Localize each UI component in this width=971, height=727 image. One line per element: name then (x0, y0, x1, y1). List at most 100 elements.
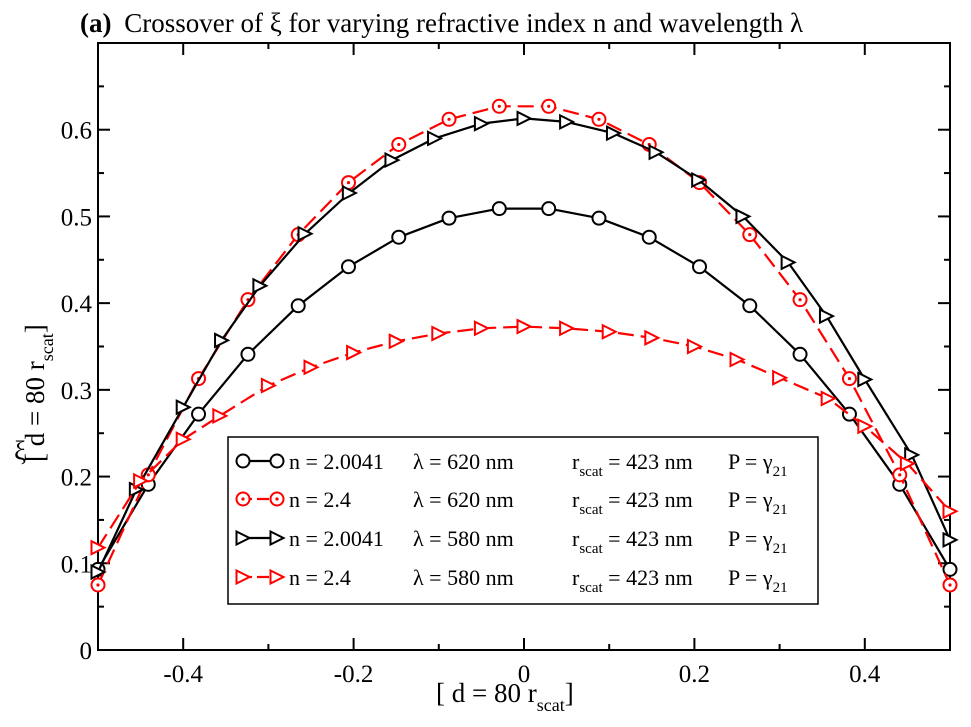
series-3 (90, 110, 959, 581)
legend-p-4: P = γ21 (728, 565, 788, 596)
legend-marker-end-4 (269, 568, 286, 586)
series-1-point-7 (441, 210, 457, 226)
y-axis-label-main: [ d = 80 r (20, 361, 50, 462)
series-4-point-3 (212, 407, 229, 424)
legend-entry-4: n = 2.4 λ = 580 nm rscat = 423 nm P = γ21 (235, 565, 788, 596)
series-3-point-10 (516, 110, 533, 127)
legend-lambda-4: λ = 580 nm (413, 565, 514, 590)
legend: n = 2.0041 λ = 620 nm rscat = 423 nm P = γ2… (227, 436, 819, 605)
legend-p-1: P = γ21 (728, 449, 788, 480)
series-4-point-16 (772, 369, 789, 386)
series-1-point-10 (591, 210, 607, 226)
x-tick-label-2: 0 (518, 661, 531, 688)
y-tick-label-6: 0.6 (61, 118, 92, 145)
series-1-point-12 (692, 259, 708, 275)
series-4-point-4 (260, 377, 278, 394)
series-3-point-5 (297, 225, 314, 242)
legend-marker-end-3 (269, 529, 286, 547)
y-axis-label: [ d = 80 rscat] (20, 324, 57, 462)
series-1-point-5 (340, 259, 356, 275)
y-tick-labels: 0 0.1 0.2 0.3 0.4 0.5 0.6 (61, 118, 93, 665)
series-1-point-3 (240, 346, 256, 362)
y-tick-label-1: 0.1 (61, 551, 92, 578)
x-axis-label: [ d = 80 rscat] (436, 678, 574, 715)
legend-p-3: P = γ21 (728, 526, 788, 557)
series-4-point-6 (346, 344, 363, 361)
x-tick-label-3: 0.2 (679, 661, 710, 688)
legend-lambda-3: λ = 580 nm (413, 526, 514, 551)
series-layer (90, 98, 959, 593)
series-4-point-13 (644, 329, 661, 346)
legend-lambda-1: λ = 620 nm (413, 449, 514, 474)
series-1-point-11 (641, 229, 657, 245)
series-4-point-1 (133, 472, 150, 490)
series-3-point-15 (735, 208, 752, 225)
series-2-point-14 (792, 292, 808, 308)
series-1-point-4 (290, 298, 306, 314)
series-4-point-7 (388, 333, 405, 350)
legend-entry-1: n = 2.0041 λ = 620 nm rscat = 423 nm P = γ2… (235, 449, 788, 480)
series-3-point-11 (559, 113, 576, 131)
series-3-point-6 (341, 184, 359, 202)
y-axis-label-sub: scat (37, 333, 57, 361)
series-2-point-9 (541, 98, 557, 114)
y-tick-label-3: 0.3 (61, 378, 92, 405)
series-3-point-12 (605, 125, 623, 142)
series-2-point-10 (591, 111, 607, 127)
legend-marker-start-4 (235, 568, 252, 586)
legend-r-3: rscat = 423 nm (572, 526, 693, 557)
y-tick-label-0: 0 (80, 638, 93, 665)
legend-p-2: P = γ21 (728, 487, 788, 518)
series-3-point-7 (384, 151, 401, 169)
x-tick-label-1: -0.2 (334, 661, 374, 688)
legend-marker-start-3 (235, 529, 252, 547)
series-1-point-14 (792, 346, 808, 362)
legend-marker-end-2 (269, 491, 285, 507)
series-4-point-8 (431, 325, 448, 342)
y-axis-label-group: [ d = 80 rscat] (20, 324, 57, 462)
series-3-point-14 (691, 171, 708, 189)
series-1-line (97, 207, 951, 570)
chart-title: (a) Crossover of ξ for varying refractiv… (80, 8, 803, 38)
series-1-point-13 (742, 298, 758, 314)
legend-n-2: n = 2.4 (289, 487, 351, 512)
series-4-point-12 (601, 323, 618, 340)
series-1-point-9 (541, 201, 557, 217)
chart-title-text: Crossover of ξ for varying refractive in… (124, 8, 803, 38)
series-1-point-2 (191, 406, 207, 422)
legend-marker-start-1 (235, 453, 251, 469)
series-2-point-8 (491, 98, 507, 114)
legend-marker-end-1 (269, 453, 285, 469)
series-3-point-13 (648, 144, 665, 161)
legend-r-4: rscat = 423 nm (572, 565, 693, 596)
legend-box (227, 436, 819, 605)
legend-r-1: rscat = 423 nm (572, 449, 693, 480)
series-1-point-8 (491, 201, 507, 217)
series-4-point-17 (820, 390, 837, 407)
series-4-point-15 (729, 351, 746, 368)
legend-n-1: n = 2.0041 (289, 449, 384, 474)
legend-n-4: n = 2.4 (289, 565, 351, 590)
x-tick-labels: -0.4 -0.2 0 0.2 0.4 (163, 661, 881, 688)
x-axis-label-sub: scat (537, 695, 565, 715)
series-4-point-9 (473, 320, 491, 337)
series-4-point-14 (686, 338, 704, 355)
x-axis-label-end: ] (565, 678, 574, 708)
series-3-point-19 (904, 446, 921, 464)
series-4-point-19 (899, 455, 917, 472)
series-1-point-17 (942, 561, 958, 577)
series-1-point-6 (391, 229, 407, 245)
series-3-point-3 (214, 332, 231, 349)
series-2-point-13 (742, 227, 758, 243)
x-tick-label-0: -0.4 (163, 661, 203, 688)
axis-ticks (97, 42, 951, 651)
series-2-point-6 (391, 136, 407, 152)
series-4-point-5 (303, 359, 320, 376)
y-tick-label-4: 0.4 (61, 291, 93, 318)
series-4-point-2 (175, 431, 192, 448)
series-3-point-16 (780, 254, 797, 271)
series-2-point-15 (841, 371, 857, 387)
y-axis-label-end: ] (20, 324, 50, 333)
series-1 (90, 201, 958, 577)
series-4-point-11 (559, 320, 576, 337)
